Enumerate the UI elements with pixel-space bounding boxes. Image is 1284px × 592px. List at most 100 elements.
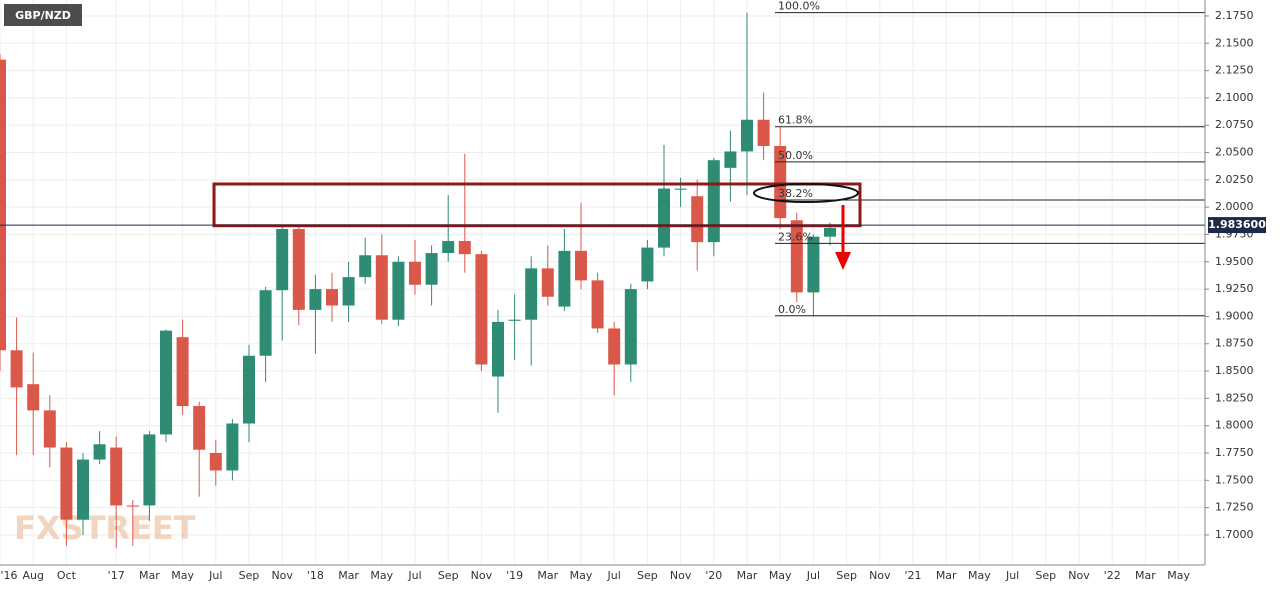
y-tick-label: 1.9000 (1215, 309, 1254, 322)
candle-body (10, 350, 23, 388)
fib-label: 23.6% (778, 230, 813, 243)
y-tick-label: 1.9250 (1215, 282, 1254, 295)
candle-body (110, 447, 123, 506)
candle-body (691, 196, 704, 243)
price-label-box (1208, 217, 1266, 234)
candle-body (160, 330, 172, 435)
candle-body (60, 447, 73, 520)
chart-title: GBP/NZD (15, 9, 71, 22)
fib-label: 61.8% (778, 114, 813, 127)
y-tick-label: 1.7250 (1215, 501, 1254, 514)
x-tick-label: '19 (506, 569, 523, 582)
candle-body (292, 229, 305, 310)
y-tick-label: 2.0250 (1215, 173, 1254, 186)
candle-body (575, 250, 587, 281)
candle-body (259, 290, 272, 356)
candle-body (126, 505, 139, 507)
x-tick-label: Mar (338, 569, 359, 582)
candle-body (757, 119, 770, 146)
candle-body (0, 59, 6, 351)
candle-body (541, 268, 554, 297)
x-tick-label: May (370, 569, 393, 582)
x-tick-label: '16 (0, 569, 17, 582)
candle-body (790, 220, 803, 293)
y-tick-label: 1.7500 (1215, 473, 1254, 486)
candle-body (741, 119, 753, 152)
candle-body (658, 188, 670, 248)
y-tick-label: 1.8000 (1215, 419, 1254, 432)
candle-body (193, 406, 206, 450)
candle-body (43, 410, 56, 448)
candle-body (525, 268, 538, 320)
x-tick-label: May (769, 569, 792, 582)
candle-body (641, 247, 654, 282)
candle-body (326, 289, 338, 306)
candle-body (27, 384, 40, 411)
candle-body (807, 236, 820, 293)
y-tick-label: 2.0500 (1215, 146, 1254, 159)
candle-body (409, 261, 421, 285)
fib-label: 50.0% (778, 149, 813, 162)
candle-body (724, 151, 737, 168)
title-box (4, 4, 82, 26)
candle-body (608, 328, 621, 365)
x-tick-label: Aug (22, 569, 43, 582)
x-tick-label: Jul (1005, 569, 1019, 582)
x-tick-label: Mar (1135, 569, 1156, 582)
candle-body (77, 459, 89, 520)
x-tick-label: Mar (737, 569, 758, 582)
x-tick-label: '18 (307, 569, 324, 582)
candle-body (309, 289, 322, 310)
x-tick-label: Nov (1068, 569, 1090, 582)
x-tick-label: Nov (869, 569, 891, 582)
y-tick-label: 2.1750 (1215, 9, 1254, 22)
y-tick-label: 1.9500 (1215, 255, 1254, 268)
candle-body (93, 444, 106, 460)
x-tick-label: Sep (438, 569, 459, 582)
x-tick-label: May (1167, 569, 1190, 582)
x-tick-label: Jul (407, 569, 421, 582)
candle-body (392, 261, 405, 320)
candle-body (243, 355, 255, 424)
x-tick-label: Jul (607, 569, 621, 582)
price-label: 1.983600 (1208, 218, 1266, 231)
y-tick-label: 1.8500 (1215, 364, 1254, 377)
x-tick-label: Sep (1035, 569, 1056, 582)
y-tick-label: 1.8250 (1215, 391, 1254, 404)
x-tick-label: Sep (239, 569, 260, 582)
candle-body (176, 337, 189, 407)
highlight-ellipse (753, 183, 859, 204)
x-tick-label: '20 (705, 569, 722, 582)
x-tick-label: '21 (904, 569, 921, 582)
candle-body (442, 241, 455, 254)
candle-body (359, 255, 372, 278)
candle-body (591, 280, 604, 329)
y-tick-label: 2.1000 (1215, 91, 1254, 104)
fib-label: 100.0% (778, 0, 820, 13)
y-tick-label: 2.1250 (1215, 64, 1254, 77)
x-tick-label: May (968, 569, 991, 582)
y-tick-label: 1.8750 (1215, 337, 1254, 350)
candle-body (143, 434, 156, 506)
y-tick-label: 1.7000 (1215, 528, 1254, 541)
candle-body (425, 253, 438, 285)
candle-body (624, 289, 637, 365)
candle-body (209, 453, 222, 471)
y-tick-label: 2.1500 (1215, 36, 1254, 49)
x-tick-label: Oct (57, 569, 77, 582)
fib-label: 0.0% (778, 303, 806, 316)
y-tick-label: 2.0750 (1215, 118, 1254, 131)
x-tick-label: May (570, 569, 593, 582)
candle-body (458, 241, 471, 255)
x-tick-label: Mar (139, 569, 160, 582)
candle-body (226, 423, 239, 471)
candle-body (342, 277, 355, 306)
y-tick-label: 1.7750 (1215, 446, 1254, 459)
fib-label: 38.2% (778, 187, 813, 200)
x-tick-label: Nov (271, 569, 293, 582)
candle-body (824, 227, 836, 237)
arrow-head (835, 252, 851, 270)
x-tick-label: '17 (108, 569, 125, 582)
